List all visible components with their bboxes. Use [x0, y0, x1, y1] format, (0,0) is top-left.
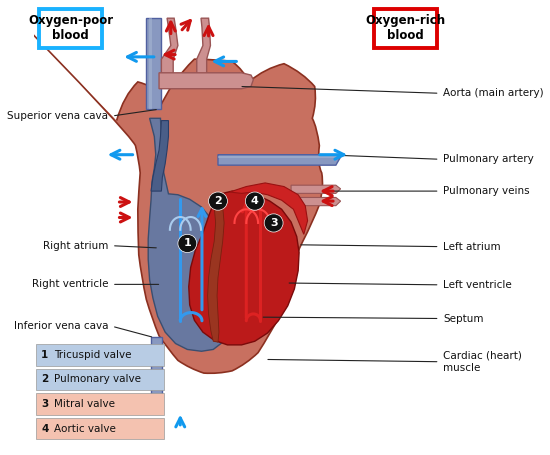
PathPatch shape	[148, 118, 234, 351]
Circle shape	[245, 192, 264, 210]
Text: 4: 4	[251, 196, 258, 206]
FancyBboxPatch shape	[36, 393, 164, 415]
Text: Cardiac (heart)
muscle: Cardiac (heart) muscle	[443, 351, 522, 373]
FancyBboxPatch shape	[373, 9, 437, 48]
Text: Oxygen-poor
blood: Oxygen-poor blood	[28, 15, 113, 42]
Text: Left ventricle: Left ventricle	[443, 280, 512, 290]
Text: Inferior vena cava: Inferior vena cava	[14, 321, 108, 331]
Text: 2: 2	[41, 374, 48, 384]
PathPatch shape	[146, 18, 161, 109]
Text: Aorta (main artery): Aorta (main artery)	[443, 88, 544, 98]
Circle shape	[208, 192, 227, 210]
Text: Right atrium: Right atrium	[43, 241, 108, 251]
Text: 3: 3	[41, 399, 48, 409]
Text: Left atrium: Left atrium	[443, 242, 501, 252]
Text: 1: 1	[184, 238, 191, 248]
PathPatch shape	[291, 185, 340, 193]
Circle shape	[178, 234, 197, 253]
Text: Superior vena cava: Superior vena cava	[7, 111, 108, 121]
PathPatch shape	[151, 337, 162, 400]
Text: 2: 2	[214, 196, 222, 206]
PathPatch shape	[189, 191, 299, 345]
PathPatch shape	[117, 59, 322, 373]
PathPatch shape	[218, 156, 336, 158]
Text: Right ventricle: Right ventricle	[31, 279, 108, 289]
Text: Septum: Septum	[443, 313, 484, 324]
Text: 3: 3	[270, 218, 277, 228]
PathPatch shape	[159, 73, 254, 89]
PathPatch shape	[230, 183, 307, 234]
Text: 4: 4	[41, 424, 48, 434]
Text: Tricuspid valve: Tricuspid valve	[54, 350, 132, 360]
Text: Pulmonary veins: Pulmonary veins	[443, 186, 530, 196]
PathPatch shape	[197, 18, 211, 77]
Circle shape	[264, 214, 283, 232]
Text: Pulmonary artery: Pulmonary artery	[443, 154, 534, 164]
Text: Aortic valve: Aortic valve	[54, 424, 116, 434]
Text: 1: 1	[41, 350, 48, 360]
FancyBboxPatch shape	[36, 418, 164, 440]
FancyBboxPatch shape	[36, 344, 164, 366]
FancyBboxPatch shape	[36, 369, 164, 390]
FancyBboxPatch shape	[39, 9, 102, 48]
Text: Oxygen-rich
blood: Oxygen-rich blood	[365, 15, 446, 42]
Text: Pulmonary valve: Pulmonary valve	[54, 374, 141, 384]
PathPatch shape	[148, 18, 152, 109]
PathPatch shape	[218, 155, 340, 165]
PathPatch shape	[151, 121, 168, 191]
Text: Mitral valve: Mitral valve	[54, 399, 116, 409]
PathPatch shape	[161, 18, 178, 77]
PathPatch shape	[207, 195, 224, 342]
PathPatch shape	[291, 197, 340, 206]
